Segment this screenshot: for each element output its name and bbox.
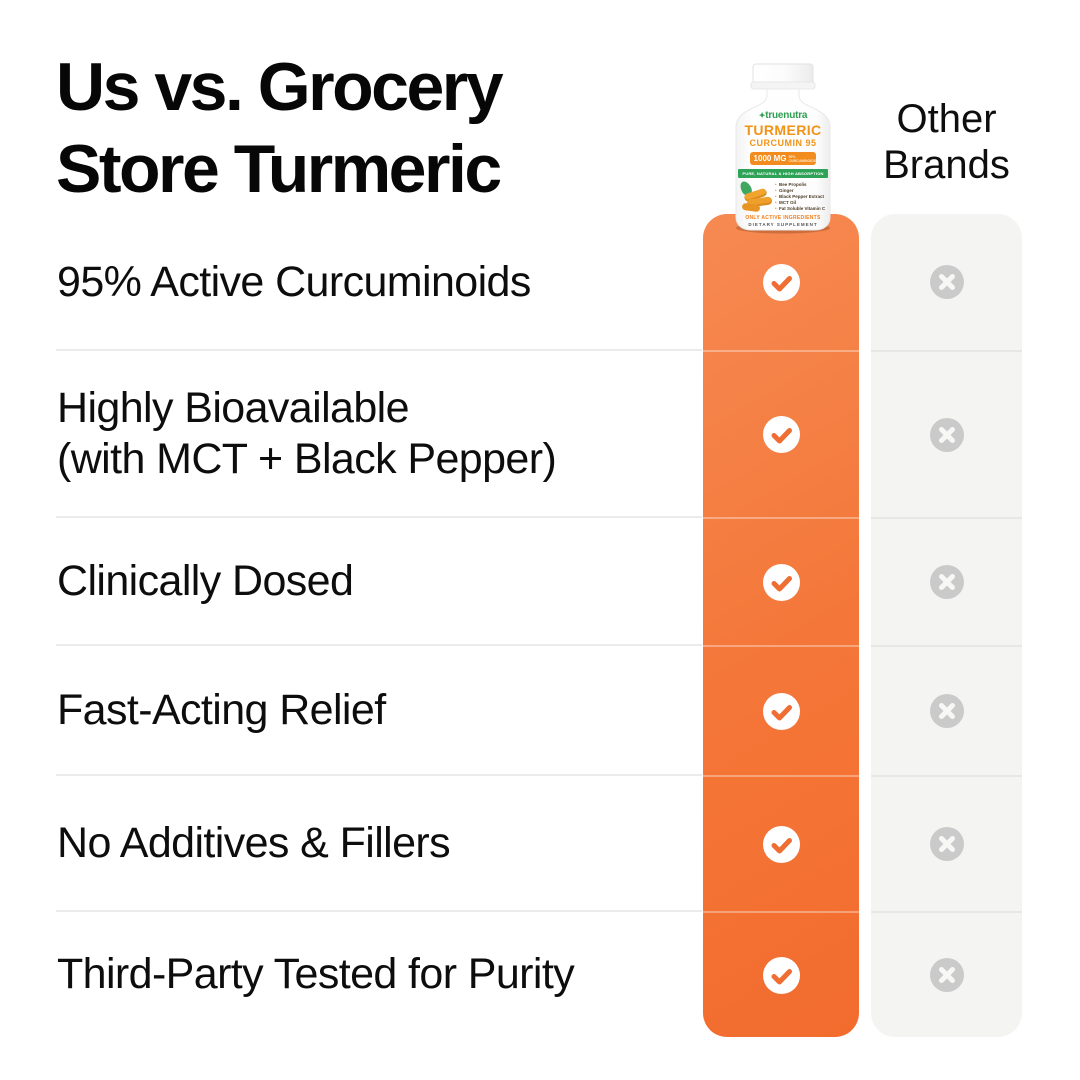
- label-footnote-supplement: DIETARY SUPPLEMENT: [748, 222, 818, 227]
- dose-badge: 1000 MG 95% CURCUMINOIDS: [749, 152, 817, 165]
- x-icon: [929, 417, 964, 452]
- ingredient-item: MCT Oil: [774, 200, 828, 206]
- other-cell: [871, 775, 1022, 911]
- us-cell: [703, 775, 859, 911]
- bottle-label: ✦truenutra TURMERIC CURCUMIN 95 1000 MG …: [738, 110, 828, 227]
- row-divider: [56, 516, 702, 518]
- x-icon: [929, 565, 964, 599]
- ingredient-item: Ginger: [774, 188, 828, 194]
- label-middle: Bee Propolis Ginger Black Pepper Extract…: [738, 179, 828, 213]
- us-cell: [703, 645, 859, 775]
- turmeric-root-graphic: [741, 202, 761, 213]
- brand-logo: ✦truenutra: [738, 110, 828, 121]
- feature-text: Fast-Acting Relief: [57, 685, 386, 734]
- label-banner: PURE, NATURAL & HIGH ABSORPTION: [738, 169, 828, 178]
- feature-row-curcuminoids: 95% Active Curcuminoids: [57, 214, 697, 350]
- ingredient-item: Fat Soluble Vitamin C: [774, 206, 828, 212]
- other-brands-column: [871, 214, 1022, 1037]
- other-cell: [871, 911, 1022, 1037]
- feature-row-third-party: Third-Party Tested for Purity: [57, 911, 697, 1037]
- check-icon: [762, 563, 800, 601]
- x-icon: [929, 265, 964, 299]
- other-cell: [871, 214, 1022, 350]
- label-footnote-active: ONLY ACTIVE INGREDIENTS: [745, 215, 821, 221]
- brand-name: truenutra: [765, 110, 808, 121]
- x-icon: [929, 827, 964, 861]
- us-cell: [703, 214, 859, 350]
- product-name: TURMERIC: [744, 122, 822, 138]
- dose-amount: 1000 MG: [753, 154, 787, 163]
- us-cell: [703, 350, 859, 517]
- check-icon: [762, 692, 800, 730]
- feature-row-clinically-dosed: Clinically Dosed: [57, 517, 697, 645]
- row-divider: [56, 774, 702, 776]
- feature-text: Third-Party Tested for Purity: [57, 949, 575, 998]
- product-bottle: ✦truenutra TURMERIC CURCUMIN 95 1000 MG …: [734, 60, 832, 236]
- title-line-1: Us vs. Grocery: [56, 49, 504, 125]
- ingredient-item: Bee Propolis: [774, 182, 828, 188]
- page-title: Us vs. Grocery Store Turmeric: [56, 46, 504, 210]
- check-icon: [762, 956, 800, 994]
- us-column: [703, 214, 859, 1037]
- other-cell: [871, 350, 1022, 517]
- ingredient-list: Bee Propolis Ginger Black Pepper Extract…: [774, 180, 828, 213]
- other-brands-line1: Other: [896, 97, 997, 141]
- product-subname: CURCUMIN 95: [749, 138, 817, 148]
- feature-text: No Additives & Fillers: [57, 818, 451, 867]
- x-icon: [929, 694, 964, 728]
- other-cell: [871, 645, 1022, 775]
- row-divider: [56, 349, 702, 351]
- title-line-2: Store Turmeric: [56, 131, 502, 207]
- feature-text: Clinically Dosed: [57, 556, 354, 605]
- turmeric-root-illustration: [738, 179, 774, 213]
- ingredient-item: Black Pepper Extract: [774, 194, 828, 200]
- check-icon: [762, 263, 800, 301]
- x-icon: [929, 958, 964, 992]
- feature-text: 95% Active Curcuminoids: [57, 257, 531, 306]
- us-cell: [703, 911, 859, 1037]
- dose-note: 95% CURCUMINOIDS: [788, 154, 817, 163]
- check-icon: [762, 825, 800, 863]
- row-divider: [56, 910, 702, 912]
- feature-text-line2: (with MCT + Black Pepper): [57, 434, 557, 483]
- other-brands-label: Other Brands: [871, 96, 1022, 188]
- leaf-icon: ✦: [758, 111, 766, 120]
- other-cell: [871, 517, 1022, 645]
- check-icon: [762, 416, 800, 453]
- feature-row-bioavailable: Highly Bioavailable (with MCT + Black Pe…: [57, 350, 697, 517]
- feature-row-fast-acting: Fast-Acting Relief: [57, 645, 697, 775]
- other-brands-line2: Brands: [883, 143, 1010, 187]
- feature-text: Highly Bioavailable: [57, 383, 410, 432]
- row-divider: [56, 644, 702, 646]
- feature-row-no-additives: No Additives & Fillers: [57, 775, 697, 911]
- us-cell: [703, 517, 859, 645]
